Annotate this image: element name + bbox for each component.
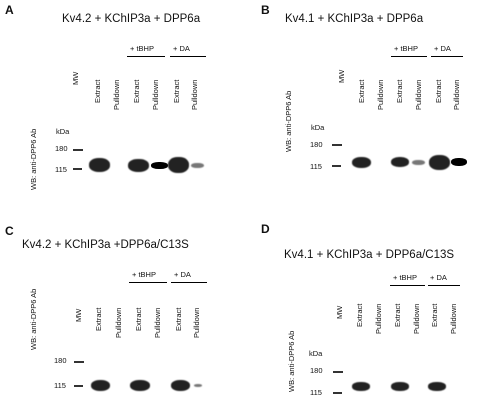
band-extract-tbhp <box>128 159 149 172</box>
panel-title: Kv4.1 + KChIP3a + DPP6a <box>285 13 424 25</box>
kda-label: kDa <box>56 127 70 136</box>
lane-label: Pulldown <box>153 307 162 338</box>
condition-bracket <box>391 56 427 58</box>
condition-label-da: + DA <box>430 273 447 282</box>
lane-label: MW <box>337 69 346 83</box>
lane-label: MW <box>71 71 80 85</box>
marker-115-label: 115 <box>310 162 322 171</box>
lane-label: Extract <box>393 303 402 327</box>
panel-b: B Kv4.1 + KChIP3a + DPP6a + tBHP + DA MW… <box>250 0 500 201</box>
lane-label: Extract <box>93 79 102 103</box>
marker-115-label: 115 <box>55 165 67 174</box>
band-extract-da <box>171 380 190 391</box>
condition-label-tbhp: + tBHP <box>394 44 418 53</box>
marker-180-tick <box>73 149 83 151</box>
marker-115-label: 115 <box>54 381 66 390</box>
marker-180-label: 180 <box>310 140 323 149</box>
band-extract-tbhp <box>391 382 409 391</box>
condition-bracket <box>170 56 206 58</box>
y-axis-label: WB: anti-DPP6 Ab <box>284 90 293 152</box>
condition-bracket <box>431 56 463 58</box>
band-extract <box>352 382 370 391</box>
lane-label: Extract <box>434 79 443 103</box>
condition-label-tbhp: + tBHP <box>130 44 154 53</box>
panel-title: Kv4.2 + KChIP3a + DPP6a <box>62 13 201 25</box>
lane-label: MW <box>335 305 344 319</box>
band-extract-da <box>428 382 446 391</box>
band-extract <box>91 380 110 391</box>
lane-label: Pulldown <box>374 303 383 334</box>
condition-bracket <box>129 282 167 284</box>
lane-label: Pulldown <box>449 303 458 334</box>
lane-label: Pulldown <box>112 79 121 110</box>
band-extract-tbhp <box>391 157 409 167</box>
lane-label: Pulldown <box>190 79 199 110</box>
band-pulldown-tbhp <box>151 162 168 169</box>
panel-letter: C <box>5 224 14 238</box>
condition-label-da: + DA <box>173 44 190 53</box>
marker-115-tick <box>333 392 342 394</box>
panel-a: A Kv4.2 + KChIP3a + DPP6a + tBHP + DA MW… <box>0 0 250 201</box>
band-extract <box>352 157 371 168</box>
lane-label: Extract <box>355 303 364 327</box>
lane-label: Pulldown <box>114 307 123 338</box>
band-extract-da <box>168 157 189 173</box>
lane-label: Pulldown <box>452 79 461 110</box>
marker-115-tick <box>332 165 341 167</box>
condition-bracket <box>390 285 425 287</box>
lane-label: Extract <box>357 79 366 103</box>
band-extract-da <box>429 155 450 170</box>
panel-c: C Kv4.2 + KChIP3a +DPP6a/C13S + tBHP + D… <box>0 201 250 402</box>
band-pulldown-tbhp <box>412 160 425 165</box>
lane-label: Extract <box>172 79 181 103</box>
marker-180-label: 180 <box>55 144 68 153</box>
lane-label: Pulldown <box>151 79 160 110</box>
panel-title: Kv4.1 + KChIP3a + DPP6a/C13S <box>284 249 455 261</box>
marker-180-tick <box>333 371 343 373</box>
panel-d: D Kv4.1 + KChIP3a + DPP6a/C13S + tBHP + … <box>250 201 500 402</box>
marker-180-label: 180 <box>310 366 323 375</box>
condition-bracket <box>127 56 165 58</box>
marker-180-tick <box>332 144 342 146</box>
condition-bracket <box>428 285 460 287</box>
band-extract <box>89 158 110 172</box>
y-axis-label: WB: anti-DPP6 Ab <box>29 288 38 350</box>
band-pulldown-da <box>194 384 202 387</box>
lane-label: Pulldown <box>414 79 423 110</box>
lane-label: Extract <box>134 307 143 331</box>
marker-180-tick <box>74 361 84 363</box>
band-pulldown-da <box>451 158 467 166</box>
condition-label-da: + DA <box>434 44 451 53</box>
band-extract-tbhp <box>130 380 150 391</box>
condition-label-da: + DA <box>174 270 191 279</box>
marker-115-tick <box>73 168 82 170</box>
condition-label-tbhp: + tBHP <box>132 270 156 279</box>
lane-label: Extract <box>132 79 141 103</box>
band-pulldown-da <box>191 163 204 168</box>
panel-letter: B <box>261 3 270 17</box>
lane-label: Extract <box>395 79 404 103</box>
condition-bracket <box>171 282 207 284</box>
marker-115-label: 115 <box>310 388 322 397</box>
marker-115-tick <box>74 385 83 387</box>
y-axis-label: WB: anti-DPP6 Ab <box>29 128 38 190</box>
kda-label: kDa <box>311 123 325 132</box>
panel-letter: A <box>5 3 14 17</box>
lane-label: Pulldown <box>192 307 201 338</box>
panel-title: Kv4.2 + KChIP3a +DPP6a/C13S <box>22 239 189 251</box>
lane-label: Extract <box>94 307 103 331</box>
y-axis-label: WB: anti-DPP6 Ab <box>287 330 296 392</box>
lane-label: Pulldown <box>376 79 385 110</box>
lane-label: Extract <box>430 303 439 327</box>
kda-label: kDa <box>309 349 323 358</box>
marker-180-label: 180 <box>54 356 67 365</box>
lane-label: MW <box>74 308 83 322</box>
panel-letter: D <box>261 222 270 236</box>
condition-label-tbhp: + tBHP <box>393 273 417 282</box>
lane-label: Extract <box>174 307 183 331</box>
lane-label: Pulldown <box>412 303 421 334</box>
